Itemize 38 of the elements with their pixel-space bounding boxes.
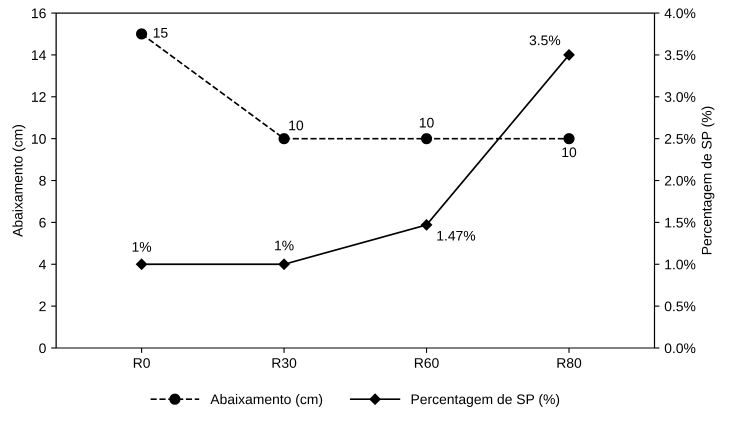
y-tick-label: 6	[39, 218, 46, 228]
data-label: 1.47%	[437, 230, 476, 241]
x-tick-label: R60	[414, 358, 439, 368]
y-tick-label: 10	[32, 134, 46, 144]
data-label: 10	[420, 118, 434, 128]
y-tick-label: 4	[38, 260, 46, 270]
y-axis-title: Abaixamento (cm)	[12, 125, 26, 237]
point	[136, 258, 148, 270]
data-label: 3.5%	[530, 35, 560, 46]
data-label: 10	[289, 120, 304, 130]
y2-tick-label: 2.5%	[664, 134, 696, 144]
y2-tick-label: 0.5%	[664, 301, 696, 312]
y-tick-label: 14	[32, 50, 46, 60]
y2-tick-label: 4.0%	[664, 8, 696, 18]
y2-tick-label: 3.5%	[664, 50, 696, 60]
data-label: 15	[154, 28, 168, 38]
data-label: 10	[562, 147, 576, 158]
y-tick-label: 16	[32, 8, 46, 18]
y-tick-label: 12	[32, 92, 46, 102]
point	[278, 258, 290, 270]
x-tick-label: R30	[272, 358, 296, 368]
y2-tick-label: 3.0%	[664, 92, 696, 102]
legend-label: Percentagem de SP (%)	[412, 394, 560, 407]
y2-tick-label: 0.0%	[664, 343, 696, 354]
y2-tick-label: 2.0%	[664, 176, 696, 186]
y2-tick-label: 1.5%	[665, 218, 696, 228]
x-tick-label: R80	[557, 358, 582, 368]
data-label: 1%	[275, 240, 294, 250]
y-tick-label: 8	[39, 176, 46, 186]
point	[563, 49, 575, 61]
y2-tick-label: 1.0%	[665, 260, 696, 270]
y-tick-label: 2	[39, 301, 46, 312]
data-label: 1%	[132, 242, 152, 252]
y-tick-label: 0	[39, 343, 46, 354]
x-tick-label: R0	[134, 358, 150, 368]
legend-label: Abaixamento (cm)	[210, 394, 322, 407]
point	[420, 219, 432, 231]
y2-axis-title: Percentagem de SP (%)	[701, 106, 714, 254]
